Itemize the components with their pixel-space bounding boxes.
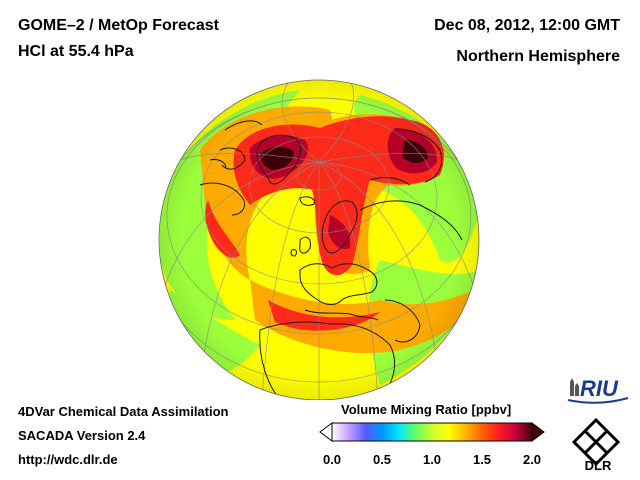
colorbar-tick-label: 0.5 xyxy=(372,452,392,467)
colorbar-gradient xyxy=(331,422,533,442)
colorbar-title: Volume Mixing Ratio [ppbv] xyxy=(341,402,512,417)
globe-shading xyxy=(159,80,479,400)
dlr-logo-text: DLR xyxy=(585,458,612,472)
globe-map xyxy=(158,79,480,400)
riu-logo-underline xyxy=(567,397,629,404)
header-datetime: Dec 08, 2012, 12:00 GMT xyxy=(434,17,620,34)
footer-line-1: 4DVar Chemical Data Assimilation xyxy=(18,404,229,419)
dlr-logo: DLR xyxy=(571,417,621,472)
riu-logo-mark xyxy=(570,378,579,396)
footer-line-2: SACADA Version 2.4 xyxy=(18,428,146,443)
colorbar-overflow-arrow xyxy=(531,422,545,442)
dlr-logo-mark xyxy=(583,429,609,455)
header-title: GOME–2 / MetOp Forecast xyxy=(18,17,219,34)
riu-logo: RIU xyxy=(567,376,629,404)
header-region: Northern Hemisphere xyxy=(456,48,620,65)
colorbar-tick-label: 1.0 xyxy=(422,452,442,467)
colorbar-tick-label: 2.0 xyxy=(522,452,542,467)
header-subtitle: HCl at 55.4 hPa xyxy=(18,43,134,60)
colorbar-underflow-arrow xyxy=(319,422,333,442)
riu-logo-text: RIU xyxy=(580,376,619,401)
colorbar xyxy=(319,422,545,442)
colorbar-tick-label: 1.5 xyxy=(472,452,492,467)
dlr-logo-mark xyxy=(571,417,621,467)
colorbar-tick-label: 0.0 xyxy=(322,452,342,467)
footer-line-3: http://wdc.dlr.de xyxy=(18,452,118,467)
globe-outline xyxy=(158,79,480,400)
